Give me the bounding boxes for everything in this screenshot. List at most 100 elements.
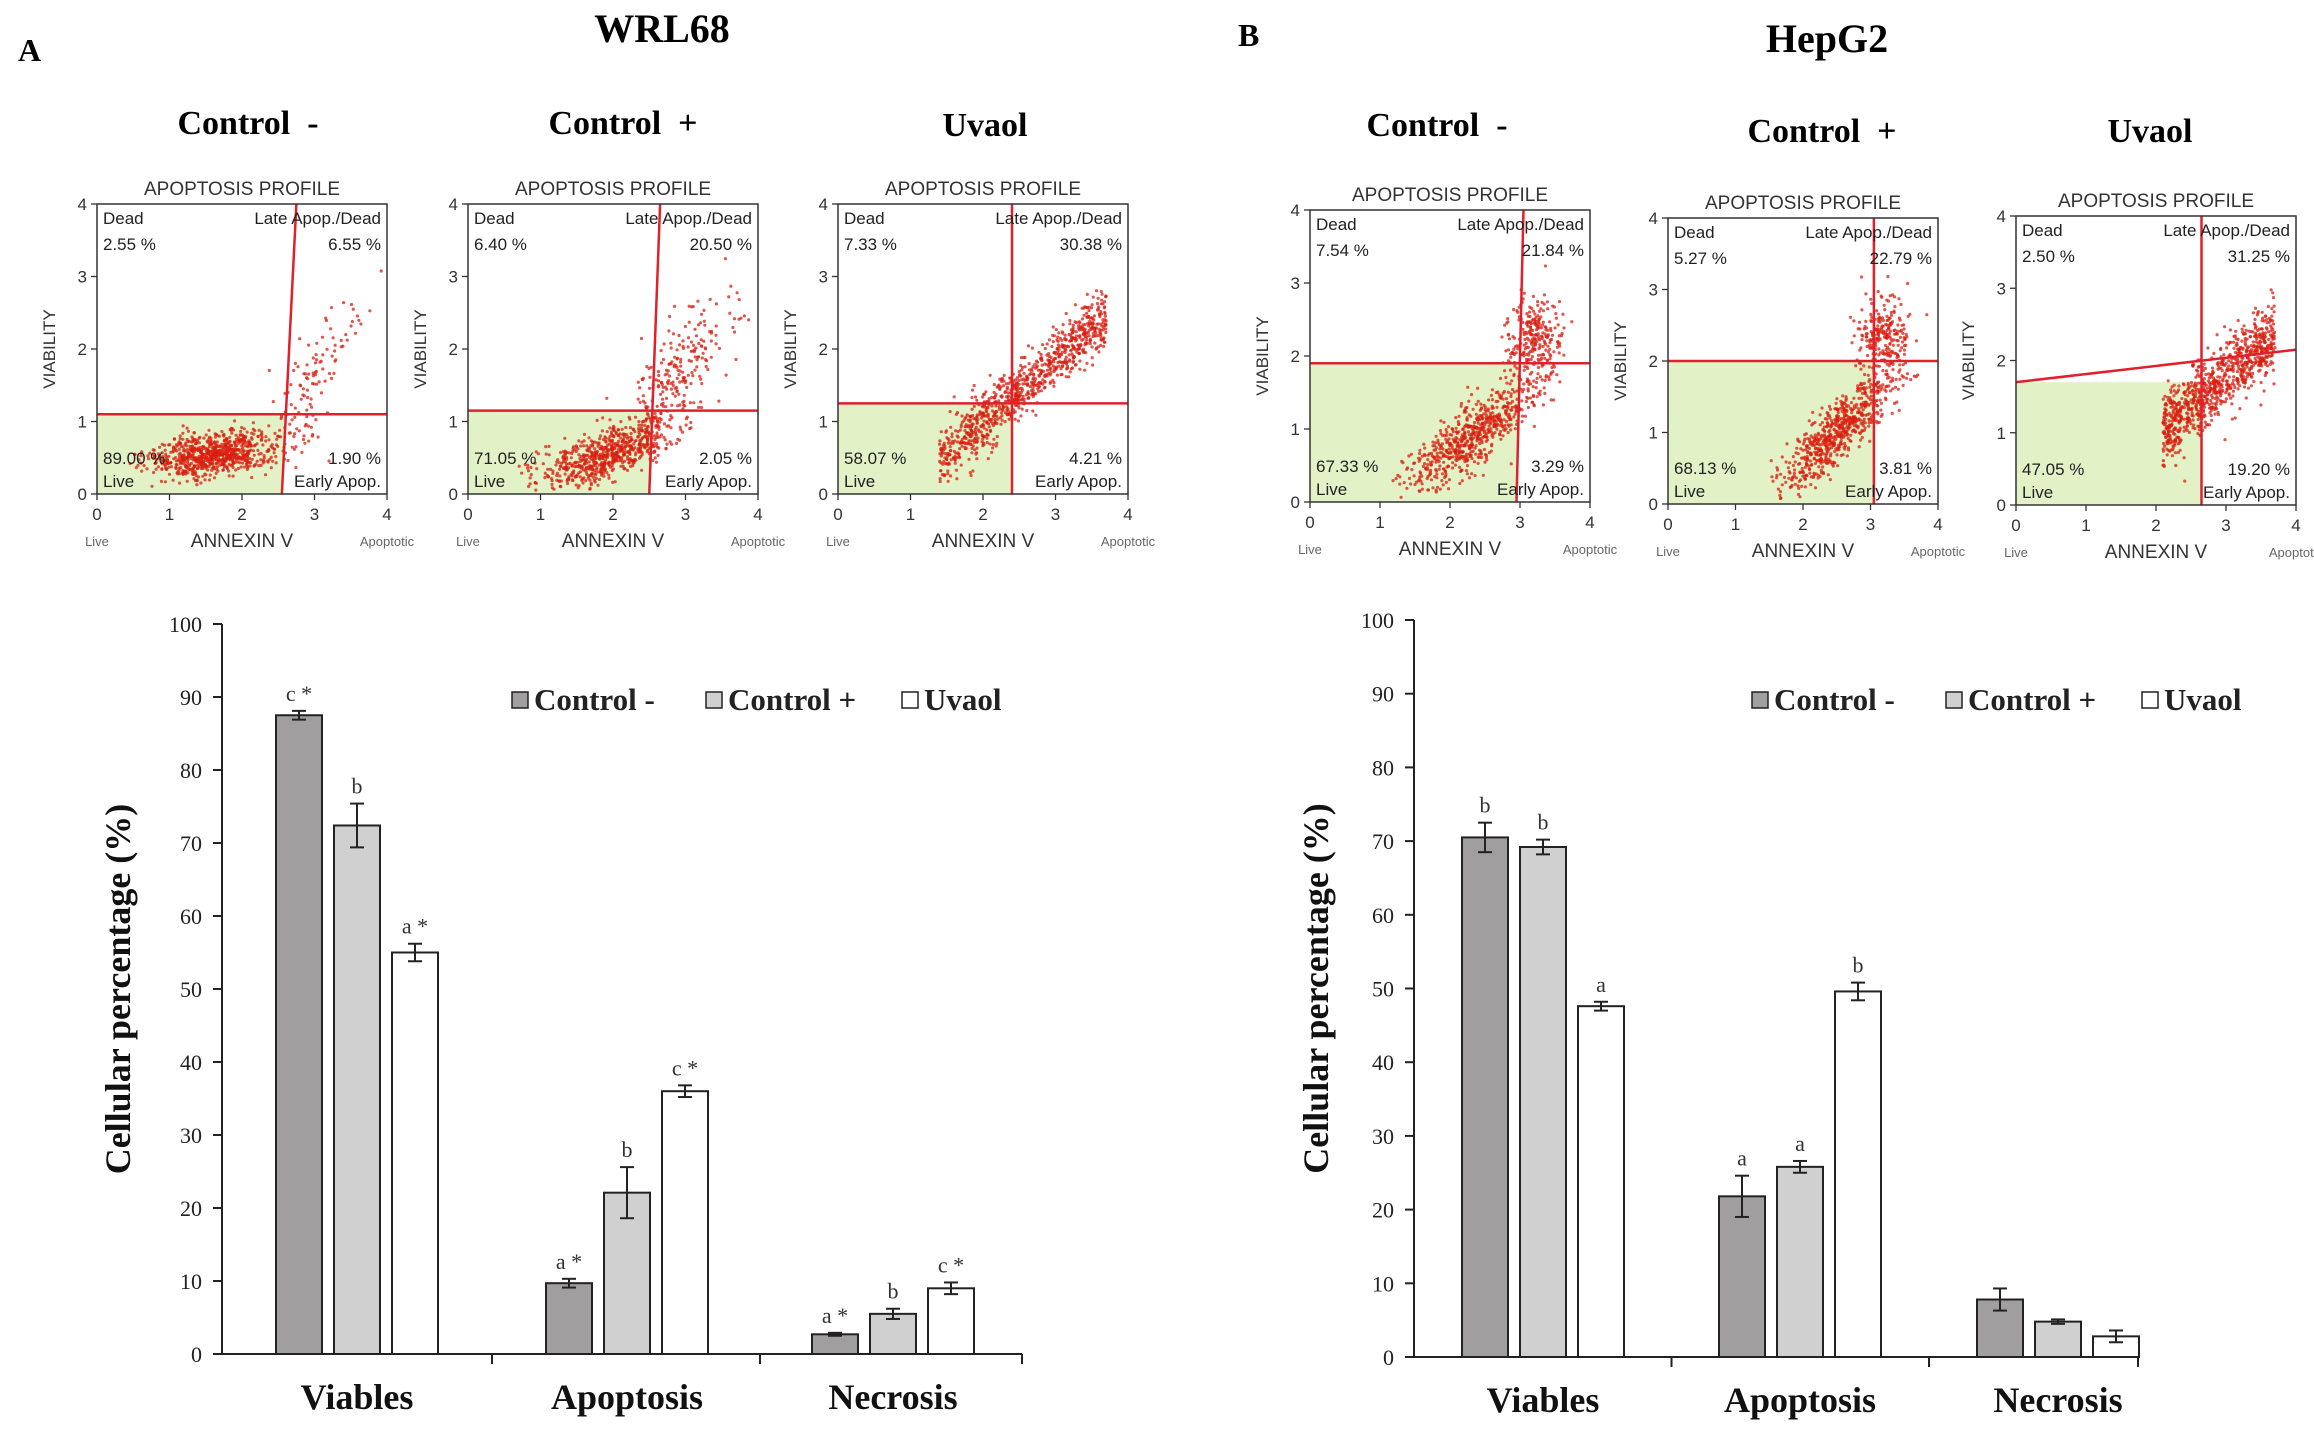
x-axis-note-apoptotic: Apoptotic — [731, 534, 786, 549]
scatter-dot — [1548, 378, 1551, 381]
flow-plot-title: APOPTOSIS PROFILE — [1705, 193, 1901, 214]
scatter-dot — [2269, 324, 2272, 327]
scatter-dot — [1794, 451, 1797, 454]
scatter-dot — [656, 420, 659, 423]
scatter-dot — [1813, 473, 1816, 476]
scatter-dot — [681, 339, 684, 342]
scatter-dot — [546, 468, 549, 471]
scatter-dot — [668, 315, 671, 318]
scatter-dot — [1071, 354, 1074, 357]
scatter-dot — [585, 448, 588, 451]
scatter-dot — [588, 479, 591, 482]
scatter-dot — [657, 374, 660, 377]
scatter-dot — [604, 440, 607, 443]
scatter-dot — [155, 468, 158, 471]
scatter-dot — [1864, 292, 1867, 295]
scatter-dot — [246, 468, 249, 471]
scatter-dot — [640, 469, 643, 472]
scatter-dot — [172, 449, 175, 452]
scatter-dot — [1891, 368, 1894, 371]
scatter-dot — [734, 358, 737, 361]
scatter-dot — [977, 428, 980, 431]
scatter-dot — [1870, 391, 1873, 394]
scatter-dot — [1891, 350, 1894, 353]
scatter-dot — [1424, 468, 1427, 471]
scatter-dot — [1829, 408, 1832, 411]
scatter-dot — [1868, 365, 1871, 368]
scatter-dot — [986, 421, 989, 424]
scatter-dot — [1460, 444, 1463, 447]
scatter-dot — [582, 444, 585, 447]
scatter-dot — [683, 394, 686, 397]
scatter-dot — [1087, 309, 1090, 312]
scatter-dot — [1469, 437, 1472, 440]
scatter-dot — [698, 375, 701, 378]
scatter-dot — [2235, 344, 2238, 347]
scatter-dot — [198, 436, 201, 439]
scatter-dot — [684, 325, 687, 328]
scatter-dot — [311, 435, 314, 438]
scatter-dot — [938, 443, 941, 446]
scatter-dot — [1026, 377, 1029, 380]
scatter-dot — [709, 298, 712, 301]
scatter-dot — [1028, 368, 1031, 371]
x-tick-label: 4 — [1585, 513, 1594, 532]
scatter-dot — [1543, 392, 1546, 395]
scatter-dot — [1783, 476, 1786, 479]
scatter-dot — [1104, 331, 1107, 334]
scatter-dot — [315, 383, 318, 386]
scatter-dot — [1097, 322, 1100, 325]
scatter-dot — [1544, 343, 1547, 346]
scatter-dot — [1799, 478, 1802, 481]
scatter-dot — [233, 441, 236, 444]
scatter-dot — [679, 361, 682, 364]
scatter-dot — [1915, 339, 1918, 342]
scatter-dot — [1520, 408, 1523, 411]
scatter-dot — [208, 478, 211, 481]
scatter-dot — [992, 438, 995, 441]
scatter-dot — [1865, 336, 1868, 339]
scatter-dot — [1071, 366, 1074, 369]
scatter-dot — [1508, 337, 1511, 340]
scatter-dot — [1051, 379, 1054, 382]
scatter-dot — [1550, 371, 1553, 374]
scatter-dot — [235, 444, 238, 447]
scatter-dot — [264, 435, 267, 438]
scatter-dot — [1555, 317, 1558, 320]
scatter-dot — [1833, 418, 1836, 421]
scatter-dot — [565, 458, 568, 461]
scatter-dot — [547, 445, 550, 448]
y-tick-label: 1 — [819, 413, 828, 432]
quadrant-live-label: Live — [844, 472, 875, 491]
scatter-dot — [250, 476, 253, 479]
scatter-dot — [1543, 357, 1546, 360]
scatter-dot — [675, 386, 678, 389]
scatter-dot — [1842, 428, 1845, 431]
scatter-dot — [1071, 331, 1074, 334]
scatter-dot — [575, 450, 578, 453]
scatter-dot — [690, 340, 693, 343]
scatter-dot — [1863, 373, 1866, 376]
scatter-dot — [661, 402, 664, 405]
scatter-dot — [970, 447, 973, 450]
scatter-dot — [1487, 409, 1490, 412]
scatter-dot — [644, 431, 647, 434]
scatter-dot — [579, 475, 582, 478]
scatter-dot — [1462, 455, 1465, 458]
x-axis-note-apoptotic: Apoptotic — [360, 534, 415, 549]
scatter-dot — [1891, 377, 1894, 380]
x-tick-label: 3 — [310, 505, 319, 524]
scatter-dot — [1452, 455, 1455, 458]
scatter-dot — [194, 479, 197, 482]
scatter-dot — [965, 437, 968, 440]
scatter-dot — [1869, 398, 1872, 401]
scatter-dot — [939, 469, 942, 472]
scatter-dot — [306, 377, 309, 380]
scatter-dot — [1879, 409, 1882, 412]
scatter-dot — [192, 453, 195, 456]
scatter-dot — [205, 433, 208, 436]
scatter-dot — [592, 461, 595, 464]
scatter-dot — [1770, 459, 1773, 462]
scatter-dot — [1903, 327, 1906, 330]
scatter-dot — [2184, 398, 2187, 401]
